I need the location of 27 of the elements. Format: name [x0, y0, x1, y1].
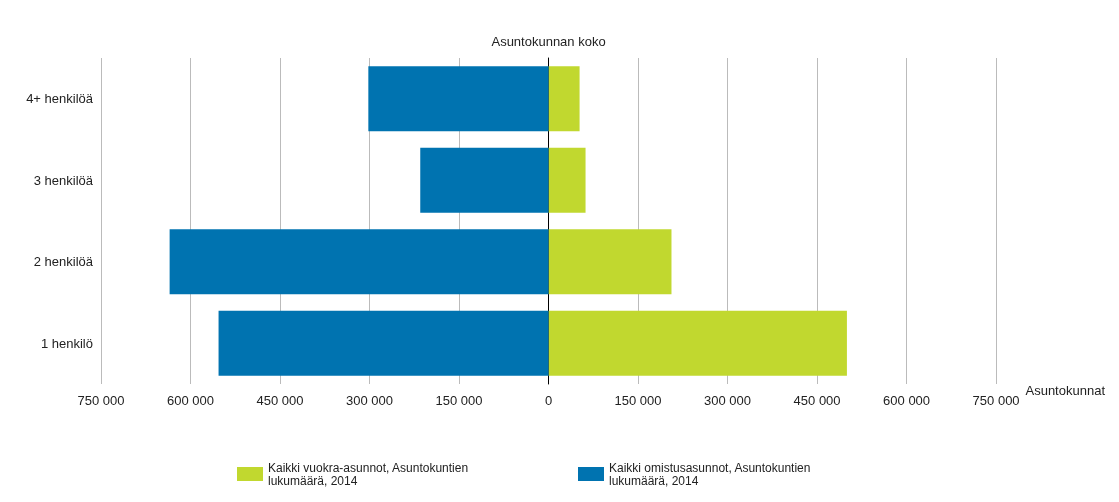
- x-tick-label: 450 000: [793, 393, 841, 408]
- y-tick-label: 2 henkilöä: [33, 254, 94, 270]
- bar: [420, 147, 549, 213]
- bar: [548, 229, 672, 295]
- y-tick-label: 4+ henkilöä: [26, 91, 94, 107]
- bar: [218, 310, 549, 376]
- x-axis-title: Asuntokunnat: [1025, 383, 1106, 398]
- x-tick-label: 300 000: [704, 393, 752, 408]
- bar: [548, 147, 586, 213]
- legend-label: Kaikki vuokra-asunnot, Asuntokuntien lukumäärä, 2014: [268, 460, 472, 488]
- bar: [548, 66, 580, 132]
- y-tick-label: 1 henkilö: [40, 335, 93, 351]
- bar: [548, 310, 847, 376]
- x-tick-label: 600 000: [167, 393, 215, 408]
- x-tick-label: 750 000: [77, 393, 125, 408]
- y-axis-title: Asuntokunnan koko: [491, 34, 606, 49]
- x-tick-label: 600 000: [883, 393, 931, 408]
- y-tick-label: 3 henkilöä: [33, 172, 94, 188]
- bar: [169, 229, 549, 295]
- bar: [368, 66, 549, 132]
- legend-label: Kaikki omistusasunnot, Asuntokuntien lukumäärä, 2014: [609, 460, 814, 488]
- x-tick-label: 450 000: [256, 393, 304, 408]
- x-tick-label: 0: [544, 393, 553, 408]
- x-tick-label: 300 000: [346, 393, 394, 408]
- x-tick-label: 150 000: [614, 393, 662, 408]
- x-tick-label: 750 000: [972, 393, 1020, 408]
- x-tick-label: 150 000: [435, 393, 483, 408]
